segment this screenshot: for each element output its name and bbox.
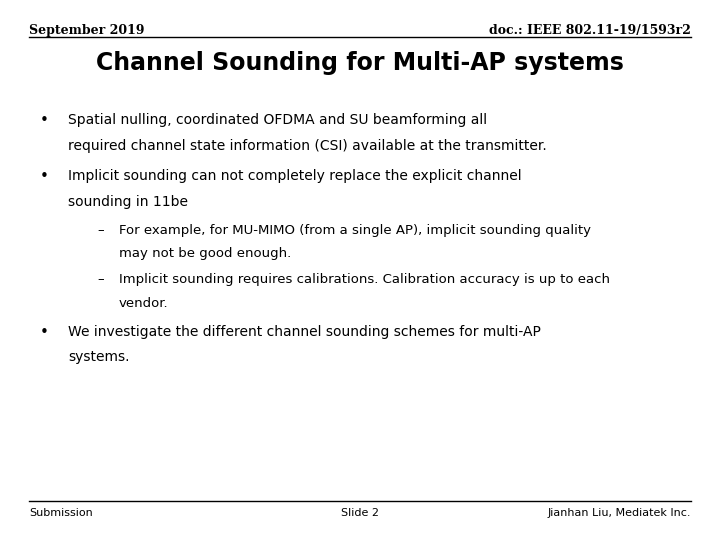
Text: We investigate the different channel sounding schemes for multi-AP: We investigate the different channel sou…: [68, 325, 541, 339]
Text: Slide 2: Slide 2: [341, 508, 379, 518]
Text: For example, for MU-MIMO (from a single AP), implicit sounding quality: For example, for MU-MIMO (from a single …: [119, 224, 591, 237]
Text: Jianhan Liu, Mediatek Inc.: Jianhan Liu, Mediatek Inc.: [548, 508, 691, 518]
Text: Submission: Submission: [29, 508, 93, 518]
Text: •: •: [40, 325, 48, 340]
Text: sounding in 11be: sounding in 11be: [68, 195, 189, 209]
Text: Implicit sounding requires calibrations. Calibration accuracy is up to each: Implicit sounding requires calibrations.…: [119, 273, 610, 286]
Text: September 2019: September 2019: [29, 24, 144, 37]
Text: –: –: [97, 224, 104, 237]
Text: may not be good enough.: may not be good enough.: [119, 247, 291, 260]
Text: Implicit sounding can not completely replace the explicit channel: Implicit sounding can not completely rep…: [68, 169, 522, 183]
Text: •: •: [40, 113, 48, 129]
Text: •: •: [40, 169, 48, 184]
Text: systems.: systems.: [68, 350, 130, 365]
Text: Spatial nulling, coordinated OFDMA and SU beamforming all: Spatial nulling, coordinated OFDMA and S…: [68, 113, 487, 127]
Text: required channel state information (CSI) available at the transmitter.: required channel state information (CSI)…: [68, 139, 547, 153]
Text: –: –: [97, 273, 104, 286]
Text: doc.: IEEE 802.11-19/1593r2: doc.: IEEE 802.11-19/1593r2: [490, 24, 691, 37]
Text: Channel Sounding for Multi-AP systems: Channel Sounding for Multi-AP systems: [96, 51, 624, 75]
Text: vendor.: vendor.: [119, 297, 168, 310]
